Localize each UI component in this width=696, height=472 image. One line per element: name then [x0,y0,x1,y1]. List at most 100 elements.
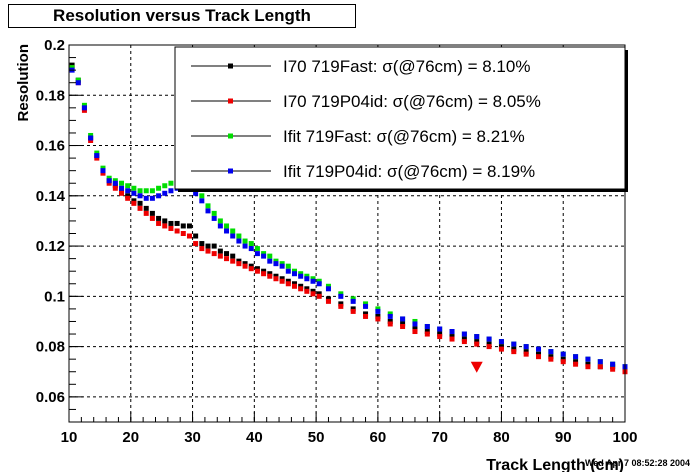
data-point [143,188,149,194]
y-tick-label: 0.08 [36,339,65,356]
data-point [363,313,369,319]
data-point [449,334,455,340]
data-point [143,195,149,201]
data-point [437,334,443,340]
data-point [168,188,174,194]
data-point [498,344,504,350]
legend-label: Ifit 719P04id: σ(@76cm) = 8.19% [283,162,535,181]
data-point [125,193,131,199]
data-point [316,278,322,284]
series-0 [69,62,628,372]
data-point [119,180,125,186]
data-point [325,283,331,289]
chart-title: Resolution versus Track Length [8,4,356,28]
data-point [585,364,591,370]
data-point [254,251,260,257]
data-point [186,223,192,229]
data-point [597,359,603,365]
data-point [304,276,310,282]
data-point [174,220,180,226]
data-point [242,238,248,244]
data-point [217,253,223,259]
data-point [474,341,480,347]
x-tick-label: 100 [612,429,637,446]
data-point [119,188,125,194]
data-point [88,138,94,144]
data-point [224,251,230,257]
data-point [75,80,81,86]
data-point [224,223,230,229]
data-point [325,296,331,302]
data-point [310,288,316,294]
data-point [236,238,242,244]
data-point [75,77,81,83]
data-point [100,168,106,174]
data-point [162,218,168,224]
data-point [424,329,430,335]
legend-marker [228,63,233,69]
data-point [461,336,467,342]
data-point [498,346,504,352]
data-point [100,165,106,171]
legend-label: I70 719Fast: σ(@76cm) = 8.10% [283,57,530,76]
legend-label: Ifit 719Fast: σ(@76cm) = 8.21% [283,127,525,146]
data-point [316,281,322,287]
legend-marker [228,168,233,174]
data-point [242,261,248,267]
data-point [298,273,304,279]
data-point [304,286,310,292]
data-point [412,326,418,332]
data-point [285,268,291,274]
data-point [437,331,443,337]
data-point [548,354,554,360]
x-axis-label: Track Length (cm) [486,457,624,472]
data-point [273,276,279,282]
data-point [230,233,236,239]
data-point [325,286,331,292]
data-point [242,243,248,249]
legend-label: I70 719P04id: σ(@76cm) = 8.05% [283,92,541,111]
x-tick-label: 80 [493,429,510,446]
data-point [338,303,344,309]
data-point [285,263,291,269]
data-point [69,62,75,68]
data-point [193,233,199,239]
data-point [112,185,118,191]
data-point [363,303,369,309]
data-point [180,231,186,236]
data-point [400,316,406,322]
data-point [81,102,87,108]
timestamp-footer: Wed Apr 7 08:52:28 2004 [584,458,690,468]
data-point [316,291,322,297]
data-point [310,278,316,284]
data-point [285,278,291,284]
data-point [375,316,381,322]
data-point [304,288,310,294]
data-point [474,334,480,340]
data-point [279,263,285,269]
data-point [279,276,285,282]
data-point [112,178,118,184]
data-point [267,253,273,259]
data-point [186,233,192,239]
y-tick-label: 0.1 [44,288,65,305]
data-point [597,364,603,370]
data-point [137,200,143,206]
data-point [236,258,242,264]
data-point [224,228,230,234]
data-point [248,263,254,269]
data-point [610,364,616,370]
data-point [536,346,542,352]
data-point [585,361,591,367]
data-point [205,203,211,209]
data-point [199,198,205,204]
data-point [156,215,162,221]
data-point [338,291,344,297]
data-point [230,228,236,234]
data-point [273,261,279,267]
data-point [81,105,87,111]
data-point [610,366,616,372]
data-point [205,243,211,249]
data-point [261,251,267,257]
